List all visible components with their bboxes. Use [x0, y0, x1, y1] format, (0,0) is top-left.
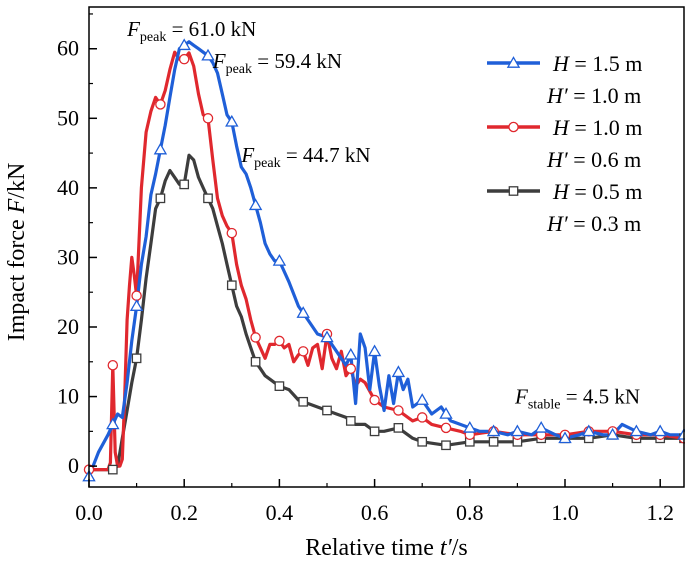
data-point-series-1 — [177, 38, 191, 51]
x-tick-label: 0.0 — [75, 500, 103, 525]
data-point-series-3 — [226, 280, 237, 291]
x-tick-label: 0.6 — [361, 500, 389, 525]
data-point-series-3 — [488, 436, 499, 447]
data-point-series-1 — [605, 427, 620, 440]
legend-label-1-height: H = 1.5 m — [552, 51, 642, 76]
data-point-series-3 — [322, 405, 332, 416]
data-point-series-1 — [582, 424, 596, 437]
data-point-series-1 — [248, 198, 263, 211]
y-tick-label: 60 — [57, 36, 79, 61]
legend-marker-2 — [508, 121, 519, 133]
data-point-series-1 — [510, 424, 525, 437]
data-point-series-2 — [393, 405, 404, 416]
data-point-series-2 — [178, 53, 190, 65]
data-point-series-1 — [463, 420, 477, 433]
y-tick-label: 40 — [57, 175, 79, 200]
data-point-series-1 — [439, 407, 453, 419]
data-point-series-1 — [415, 393, 429, 405]
data-point-series-1 — [486, 424, 501, 437]
data-point-series-3 — [131, 353, 142, 364]
data-point-series-2 — [155, 99, 166, 110]
data-point-series-3 — [155, 193, 166, 204]
legend-label-3-rebound-height: H′ = 0.3 m — [546, 211, 641, 236]
x-tick-label: 0.4 — [266, 500, 294, 525]
annotation-stable: Fstable = 4.5 kN — [514, 385, 640, 413]
data-point-series-3 — [441, 440, 451, 451]
x-tick-label: 1.0 — [551, 500, 579, 525]
x-axis-title: Relative time t′/s — [305, 535, 468, 561]
data-point-series-1 — [106, 417, 120, 430]
data-point-series-1 — [201, 48, 215, 61]
annotation-peak3: Fpeak = 44.7 kN — [240, 143, 370, 171]
legend-label-3-height: H = 0.5 m — [552, 179, 642, 204]
data-point-series-3 — [393, 423, 404, 433]
y-tick-label: 50 — [57, 105, 79, 130]
data-point-series-1 — [225, 114, 239, 127]
marker-layer — [82, 38, 685, 482]
data-point-series-2 — [440, 422, 452, 434]
data-point-series-2 — [107, 360, 119, 371]
x-tick-label: 1.2 — [646, 500, 674, 525]
data-point-series-3 — [107, 464, 118, 475]
data-point-series-1 — [534, 420, 548, 433]
data-point-series-1 — [653, 424, 667, 437]
data-point-series-1 — [558, 431, 572, 444]
data-point-series-1 — [367, 344, 382, 357]
data-point-series-2 — [416, 412, 428, 423]
legend-label-2-height: H = 1.0 m — [552, 115, 642, 140]
data-point-series-3 — [179, 179, 190, 190]
legend-marker-3 — [508, 186, 519, 196]
x-tick-label: 0.8 — [456, 500, 484, 525]
annotation-peak2: Fpeak = 59.4 kN — [212, 49, 342, 77]
legend-label-1-rebound-height: H′ = 1.0 m — [546, 83, 641, 108]
y-tick-label: 30 — [57, 244, 79, 269]
y-tick-label: 20 — [57, 314, 79, 339]
data-point-series-1 — [129, 299, 144, 311]
data-point-series-1 — [391, 365, 406, 378]
series-line-3 — [89, 153, 684, 472]
annotations: Fpeak = 61.0 kN Fpeak = 59.4 kN Fpeak = 44… — [126, 17, 640, 412]
legend-marker-1 — [506, 56, 521, 68]
data-point-series-3 — [274, 381, 285, 391]
data-point-series-1 — [296, 306, 310, 318]
x-tick-label: 0.2 — [170, 500, 198, 525]
data-point-series-3 — [417, 436, 428, 447]
legend: H = 1.5 m H′ = 1.0 m H = 1.0 m H′ = 0.6 m H … — [487, 51, 642, 236]
data-point-series-2 — [226, 227, 238, 239]
data-point-series-1 — [153, 142, 168, 155]
y-axis-title: Impact force F/kN — [4, 163, 30, 342]
data-point-series-1 — [272, 254, 287, 266]
data-point-series-2 — [131, 290, 142, 301]
plot-frame — [88, 6, 685, 488]
y-tick-label: 0 — [68, 453, 79, 478]
data-point-series-2 — [202, 113, 214, 124]
annotation-peak1: Fpeak = 61.0 kN — [126, 17, 256, 45]
y-tick-label: 10 — [57, 384, 79, 409]
data-point-series-2 — [345, 363, 357, 374]
axis-ticks: 0.0 0.2 0.4 0.6 0.8 1.0 1.2 0 10 20 30 40 50 60 — [57, 13, 674, 525]
data-point-series-2 — [274, 335, 285, 347]
data-point-series-2 — [250, 332, 261, 343]
data-point-series-3 — [345, 416, 356, 426]
data-point-series-3 — [250, 356, 261, 367]
data-point-series-1 — [629, 424, 644, 437]
data-point-series-3 — [369, 426, 380, 437]
data-point-series-1 — [344, 347, 358, 360]
data-point-series-3 — [298, 396, 309, 407]
data-point-series-2 — [297, 346, 309, 357]
data-point-series-1 — [320, 330, 334, 343]
data-point-series-3 — [203, 193, 213, 204]
data-point-series-2 — [369, 394, 380, 406]
legend-label-2-rebound-height: H′ = 0.6 m — [546, 147, 641, 172]
